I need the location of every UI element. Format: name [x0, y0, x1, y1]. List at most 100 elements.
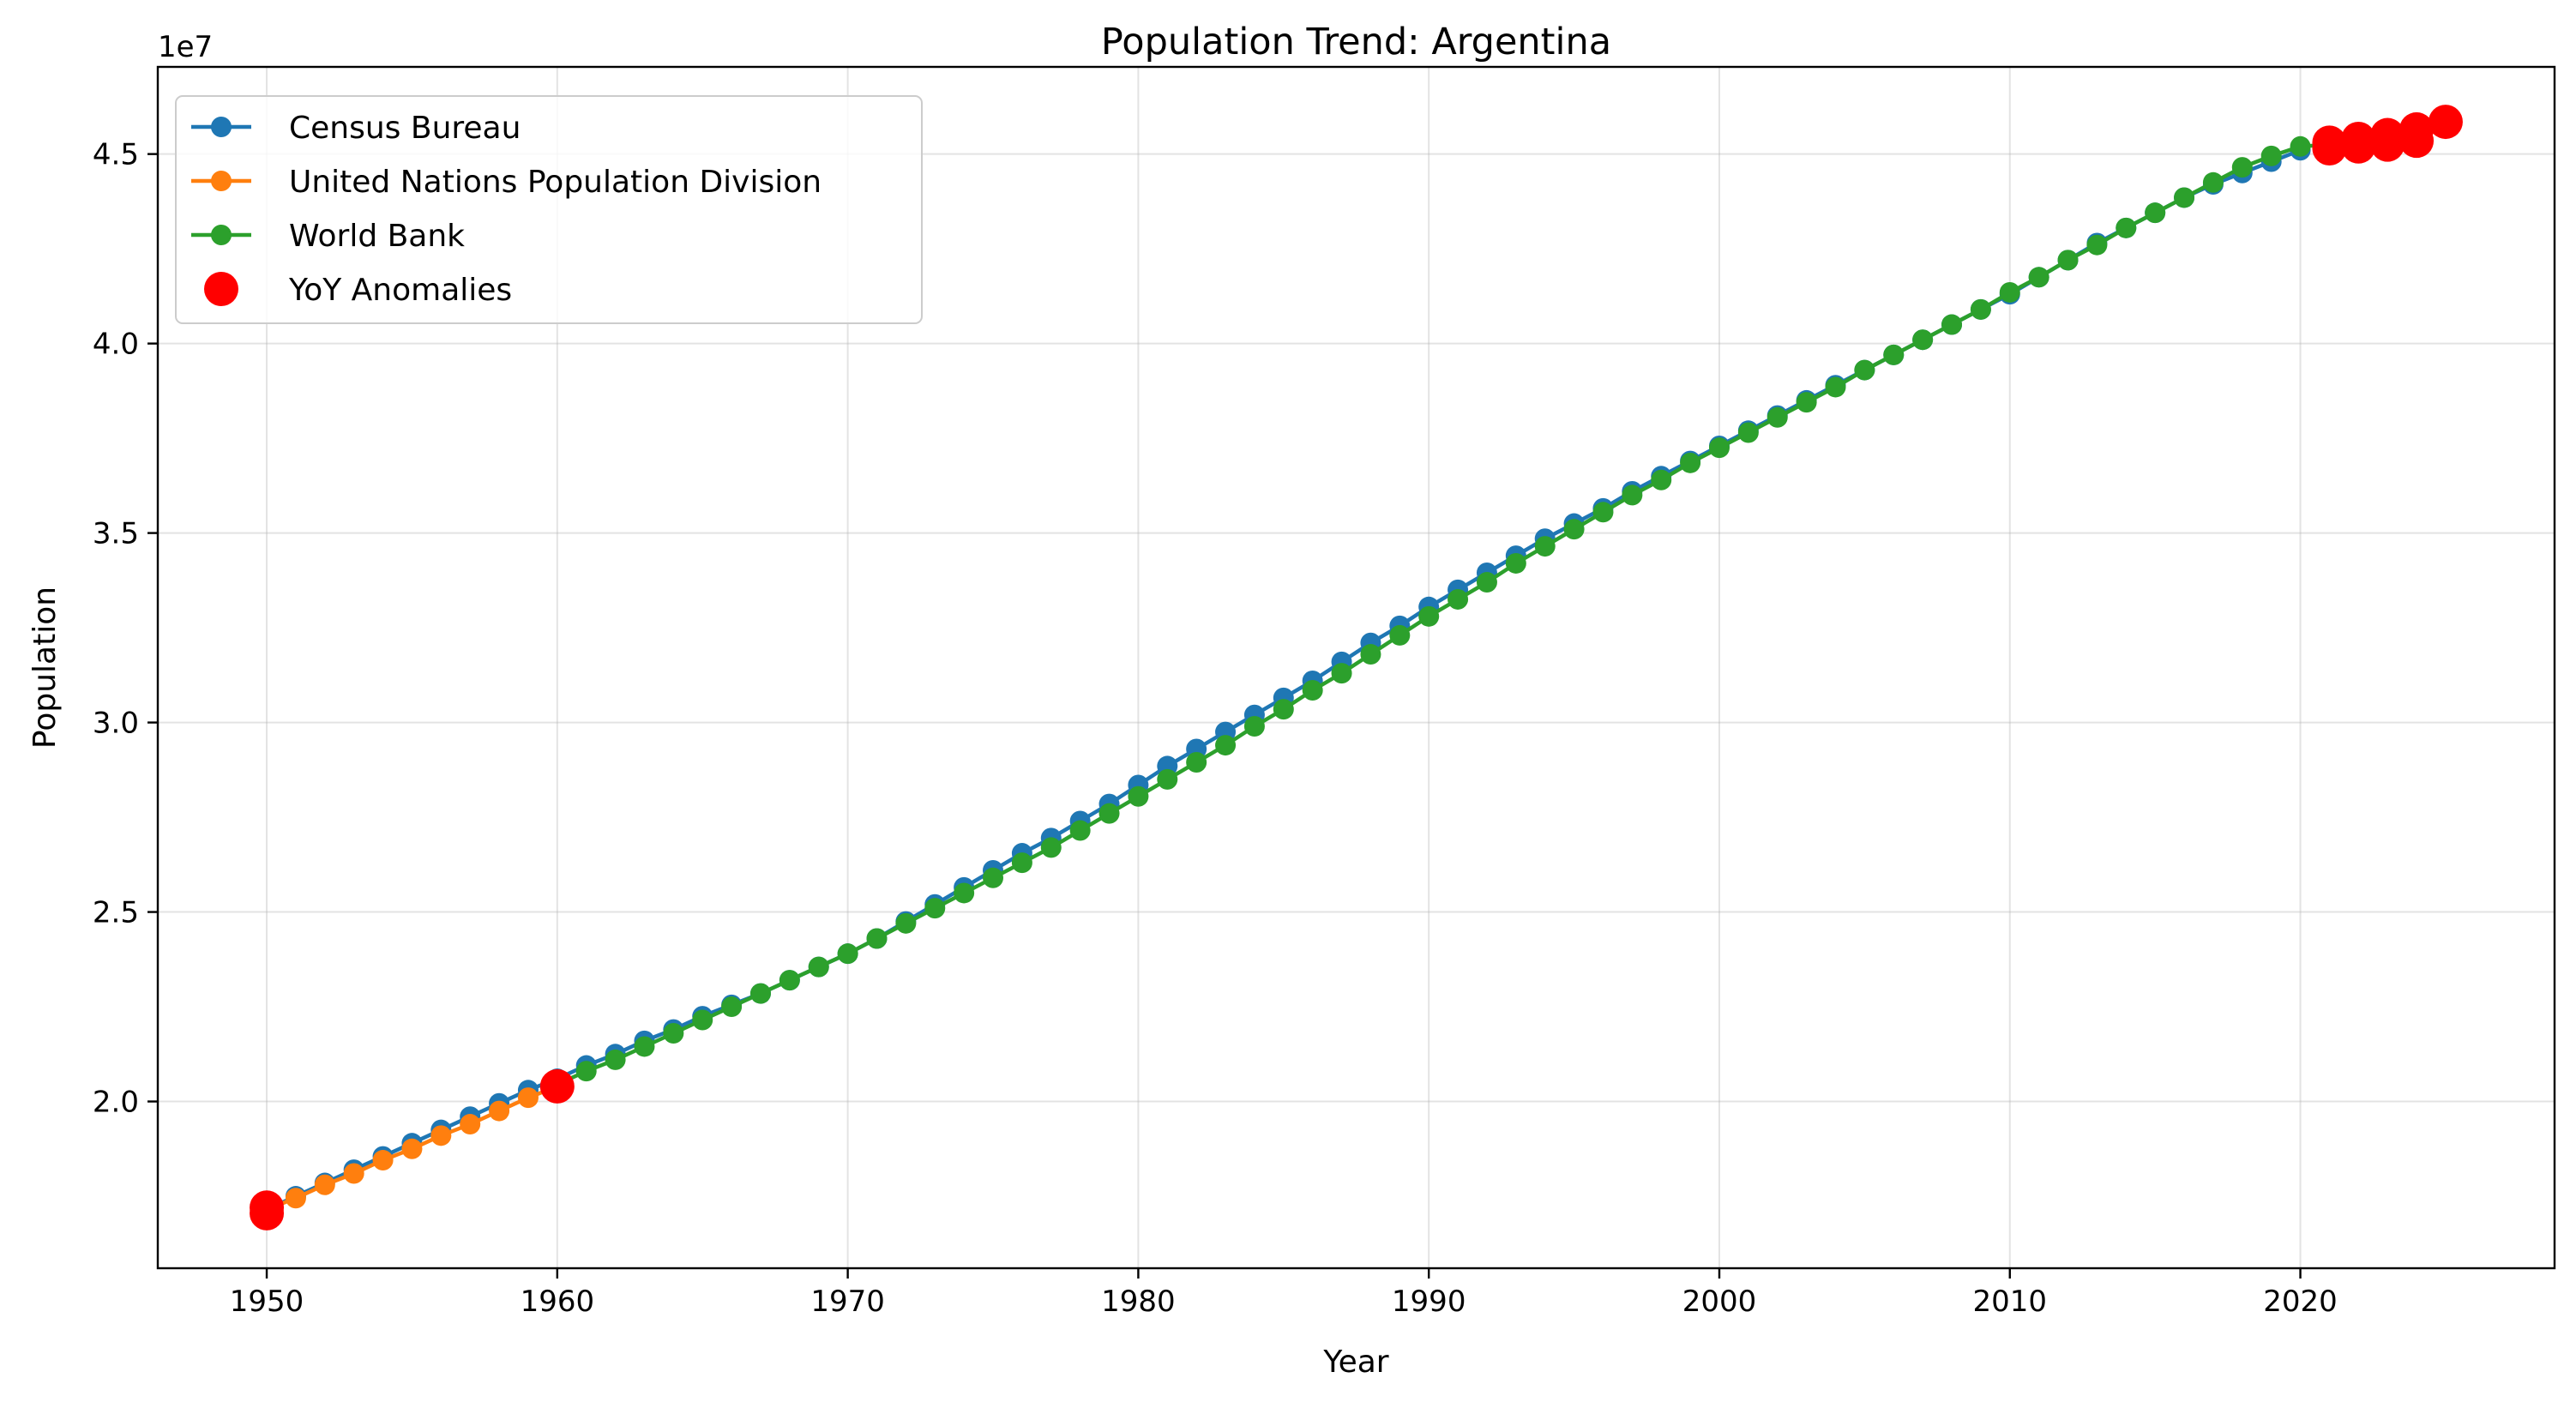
data-point: [692, 1009, 713, 1031]
y-tick-label: 3.0: [93, 707, 139, 741]
data-point: [779, 970, 800, 991]
data-point: [2202, 171, 2224, 193]
data-point: [517, 1087, 539, 1109]
y-axis-offset-label: 1e7: [158, 30, 213, 64]
y-tick-label: 4.0: [93, 328, 139, 362]
data-point: [663, 1022, 684, 1044]
legend: Census Bureau United Nations Population D…: [175, 95, 923, 324]
series-layer: [250, 105, 2463, 1230]
data-point: [983, 867, 1004, 888]
data-point: [460, 1114, 481, 1135]
data-point: [1563, 519, 1585, 540]
data-point: [1215, 735, 1237, 756]
data-point: [1040, 837, 1062, 858]
data-point: [1854, 359, 1875, 381]
anomaly-point: [2370, 117, 2405, 153]
series-united-nations-population-division: [256, 1075, 568, 1220]
x-tick-label: 1970: [810, 1285, 885, 1319]
legend-label: United Nations Population Division: [289, 165, 822, 200]
data-point: [2057, 250, 2079, 271]
legend-items: Census Bureau United Nations Population D…: [191, 111, 822, 308]
legend-item: YoY Anomalies: [204, 272, 512, 308]
x-tick-label: 1950: [230, 1285, 304, 1319]
series-yoy-anomalies: [250, 105, 2463, 1230]
y-tick-label: 3.5: [93, 517, 139, 551]
data-point: [372, 1150, 394, 1171]
x-tick-label: 1960: [521, 1285, 595, 1319]
chart-title: Population Trend: Argentina: [1101, 21, 1611, 63]
data-point: [1622, 484, 1643, 506]
data-point: [489, 1100, 510, 1122]
data-point: [1331, 663, 1352, 684]
data-point: [1825, 376, 1846, 398]
data-point: [1680, 452, 1701, 473]
anomaly-point: [2312, 125, 2347, 160]
x-axis-title: Year: [1322, 1345, 1388, 1380]
anomaly-point: [250, 1190, 285, 1225]
data-point: [1534, 536, 1556, 557]
legend-item: Census Bureau: [191, 111, 521, 146]
data-point: [1273, 699, 1294, 720]
data-point: [401, 1138, 423, 1159]
axis-ticks: 1950 1960 1970 1980 1990 2000 2010 2020 2.0 2.5 3.…: [93, 138, 2338, 1319]
data-point: [954, 882, 975, 904]
legend-item: United Nations Population Division: [191, 165, 822, 200]
data-point: [430, 1125, 452, 1146]
data-point: [1360, 644, 1381, 665]
data-point: [2260, 145, 2282, 166]
data-point: [2290, 135, 2311, 157]
data-point: [1069, 820, 1091, 841]
data-point: [1708, 437, 1730, 459]
anomaly-point: [2341, 121, 2376, 156]
data-point: [2028, 267, 2049, 288]
anomaly-point: [2428, 105, 2463, 140]
data-point: [1999, 281, 2020, 303]
data-point: [1389, 624, 1411, 646]
legend-label: Census Bureau: [289, 111, 521, 146]
data-point: [575, 1061, 597, 1082]
legend-frame: [175, 95, 923, 324]
data-point: [285, 1188, 306, 1209]
data-point: [895, 912, 917, 934]
x-tick-label: 1990: [1392, 1285, 1466, 1319]
anomaly-point: [539, 1068, 575, 1104]
data-point: [343, 1163, 364, 1184]
data-point: [1737, 422, 1759, 443]
data-point: [1476, 572, 1497, 593]
x-tick-label: 2020: [2263, 1285, 2338, 1319]
data-point: [1418, 605, 1440, 627]
legend-swatch-marker: [204, 272, 238, 306]
data-point: [1157, 768, 1178, 790]
data-point: [1883, 344, 1905, 365]
data-point: [1766, 406, 1788, 428]
legend-swatch-marker: [211, 117, 232, 137]
data-point: [314, 1174, 335, 1195]
data-point: [1098, 803, 1120, 824]
data-point: [2231, 157, 2253, 178]
data-point: [1447, 588, 1469, 610]
data-point: [1186, 751, 1207, 773]
data-point: [1651, 469, 1672, 490]
legend-item: World Bank: [191, 219, 465, 254]
data-point: [2116, 217, 2137, 238]
data-point: [1011, 852, 1032, 874]
data-point: [2145, 202, 2166, 224]
legend-swatch-marker: [211, 171, 232, 191]
data-point: [1970, 298, 1991, 320]
data-point: [808, 956, 829, 978]
data-point: [721, 996, 743, 1018]
data-point: [2174, 187, 2195, 208]
data-point: [1796, 392, 1817, 413]
data-point: [1941, 314, 1963, 335]
data-point: [1912, 329, 1934, 351]
anomaly-point: [2399, 111, 2435, 147]
x-tick-label: 2010: [1973, 1285, 2048, 1319]
legend-label: YoY Anomalies: [288, 273, 512, 308]
x-tick-label: 1980: [1101, 1285, 1176, 1319]
grid: [158, 67, 2555, 1268]
data-point: [837, 943, 858, 965]
data-point: [1592, 502, 1614, 523]
y-tick-label: 2.5: [93, 896, 139, 930]
